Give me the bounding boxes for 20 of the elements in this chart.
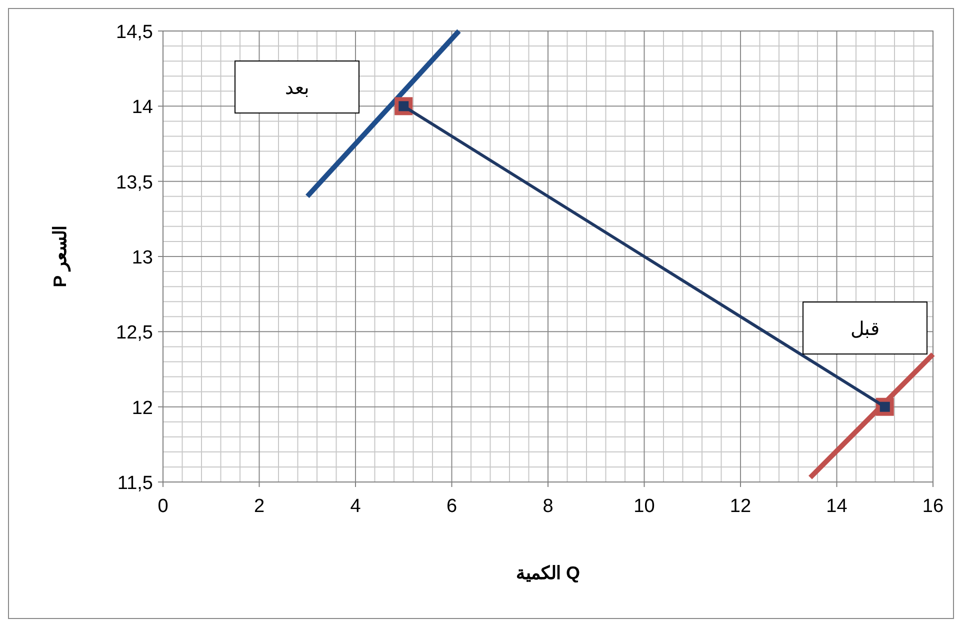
x-tick-label: 6 <box>446 496 458 517</box>
y-tick-label: 13,5 <box>116 172 153 194</box>
y-tick-label: 13 <box>132 248 153 268</box>
y-axis-title: P السعر <box>50 226 71 288</box>
annotation: بعد <box>285 78 309 99</box>
y-tick-label: 14 <box>132 97 154 118</box>
x-tick-label: 2 <box>254 496 265 517</box>
x-tick-label: 4 <box>350 496 362 517</box>
annotation: قبل <box>850 319 880 340</box>
x-tick-label: 16 <box>922 496 944 517</box>
x-tick-label: 12 <box>730 496 752 517</box>
x-tick-label: 10 <box>634 496 655 517</box>
y-tick-label: 11,5 <box>117 473 153 494</box>
y-tick-label: 14,5 <box>116 22 153 43</box>
y-tick-label: 12,5 <box>116 322 153 344</box>
x-tick-label: 0 <box>158 496 168 517</box>
x-tick-label: 8 <box>542 496 554 517</box>
x-tick-label: 14 <box>826 496 848 517</box>
y-tick-label: 12 <box>132 398 153 419</box>
x-axis-title: الكمية Q <box>516 563 580 583</box>
